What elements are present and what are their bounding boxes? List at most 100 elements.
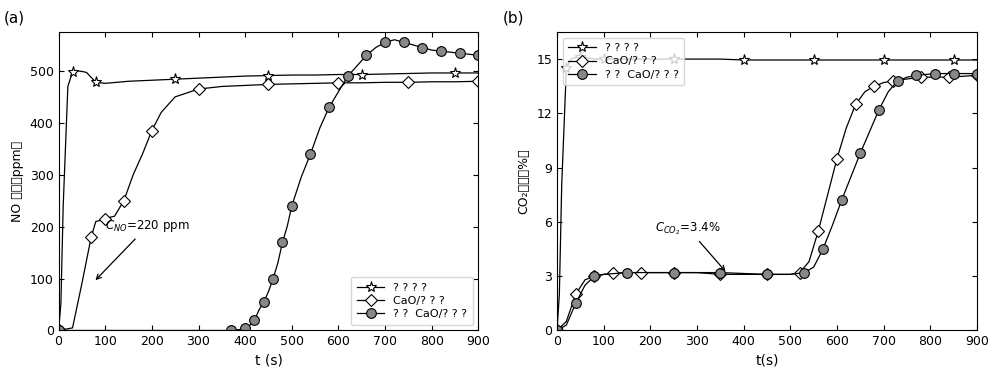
CaO/? ? ? (309, 81, 321, 86)
Line: CaO/? ? ?: CaO/? ? ? (54, 77, 483, 335)
? ? ? ? (808, 58, 820, 62)
? ?  CaO/? ? ? (784, 272, 796, 277)
? ? ? ? (854, 58, 866, 62)
CaO/? ? ? (146, 128, 158, 133)
? ?  CaO/? ? ? (598, 272, 610, 277)
? ?  CaO/? ? ? (714, 270, 726, 275)
? ? ? ? (379, 72, 391, 76)
CaO/? ? ? (794, 270, 806, 275)
CaO/? ? ? (901, 77, 913, 81)
? ? ? ? (598, 57, 610, 61)
? ?  CaO/? ? ? (454, 51, 466, 55)
CaO/? ? ? (332, 81, 344, 85)
CaO/? ? ? (738, 272, 750, 277)
CaO/? ? ? (193, 87, 205, 91)
? ?  CaO/? ? ? (892, 78, 904, 83)
? ? ? ? (99, 81, 111, 86)
? ? ? ? (216, 75, 228, 79)
CaO/? ? ? (570, 292, 582, 296)
? ?  CaO/? ? ? (416, 45, 428, 50)
? ?  CaO/? ? ? (817, 247, 829, 251)
? ?  CaO/? ? ? (239, 326, 251, 330)
CaO/? ? ? (878, 80, 890, 85)
? ?  CaO/? ? ? (644, 270, 656, 275)
? ?  CaO/? ? ? (621, 270, 633, 275)
CaO/? ? ? (929, 75, 941, 80)
? ? ? ? (62, 84, 74, 89)
? ?  CaO/? ? ? (253, 307, 265, 312)
? ? ? ? (784, 58, 796, 62)
CaO/? ? ? (85, 235, 97, 239)
Line: ? ?  CaO/? ? ?: ? ? CaO/? ? ? (552, 69, 982, 335)
CaO/? ? ? (714, 272, 726, 277)
? ? ? ? (239, 74, 251, 78)
? ?  CaO/? ? ? (579, 283, 591, 288)
CaO/? ? ? (90, 219, 102, 224)
? ?  CaO/? ? ? (808, 265, 820, 269)
? ? ? ? (691, 57, 703, 61)
Text: $C_{NO}$=220 ppm: $C_{NO}$=220 ppm (96, 218, 190, 279)
CaO/? ? ? (831, 156, 843, 161)
CaO/? ? ? (691, 270, 703, 275)
? ?  CaO/? ? ? (234, 327, 246, 332)
Line: ? ? ? ?: ? ? ? ? (53, 65, 484, 336)
? ? ? ? (579, 55, 591, 60)
? ? ? ? (76, 69, 88, 74)
CaO/? ? ? (784, 272, 796, 277)
? ?  CaO/? ? ? (379, 40, 391, 45)
X-axis label: t (s): t (s) (255, 354, 282, 368)
? ? ? ? (714, 57, 726, 61)
CaO/? ? ? (426, 80, 438, 84)
CaO/? ? ? (449, 80, 461, 84)
CaO/? ? ? (109, 214, 121, 219)
? ? ? ? (55, 302, 67, 307)
CaO/? ? ? (812, 229, 824, 233)
? ? ? ? (551, 328, 563, 333)
? ? ? ? (644, 57, 656, 61)
CaO/? ? ? (356, 81, 368, 85)
? ? ? ? (621, 57, 633, 61)
CaO/? ? ? (127, 172, 139, 177)
? ?  CaO/? ? ? (276, 240, 288, 244)
? ? ? ? (901, 58, 913, 62)
? ? ? ? (556, 183, 568, 188)
? ? ? ? (574, 55, 586, 60)
CaO/? ? ? (99, 216, 111, 221)
? ?  CaO/? ? ? (560, 323, 572, 327)
? ? ? ? (53, 328, 65, 333)
CaO/? ? ? (761, 272, 773, 277)
? ?  CaO/? ? ? (971, 71, 983, 76)
? ?  CaO/? ? ? (323, 105, 335, 110)
? ?  CaO/? ? ? (388, 38, 400, 42)
? ? ? ? (90, 80, 102, 85)
CaO/? ? ? (95, 218, 107, 223)
CaO/? ? ? (76, 282, 88, 286)
? ?  CaO/? ? ? (53, 328, 65, 333)
? ? ? ? (878, 58, 890, 62)
? ?  CaO/? ? ? (570, 301, 582, 305)
CaO/? ? ? (155, 110, 167, 115)
? ? ? ? (81, 70, 93, 75)
CaO/? ? ? (887, 78, 899, 83)
? ? ? ? (570, 55, 582, 60)
Y-axis label: NO 浓度（ppm）: NO 浓度（ppm） (11, 141, 24, 222)
? ?  CaO/? ? ? (435, 49, 447, 53)
? ? ? ? (565, 57, 577, 61)
? ?  CaO/? ? ? (295, 175, 307, 180)
CaO/? ? ? (598, 272, 610, 277)
? ? ? ? (560, 66, 572, 70)
Text: $C_{CO_2}$=3.4%: $C_{CO_2}$=3.4% (655, 220, 725, 270)
Line: ? ? ? ?: ? ? ? ? (551, 52, 983, 336)
? ?  CaO/? ? ? (225, 328, 237, 333)
? ?  CaO/? ? ? (426, 48, 438, 52)
? ?  CaO/? ? ? (691, 270, 703, 275)
? ? ? ? (262, 73, 274, 78)
? ?  CaO/? ? ? (360, 53, 372, 58)
? ?  CaO/? ? ? (761, 272, 773, 277)
CaO/? ? ? (957, 74, 969, 78)
CaO/? ? ? (262, 82, 274, 87)
? ?  CaO/? ? ? (472, 53, 484, 58)
? ? ? ? (738, 58, 750, 62)
? ?  CaO/? ? ? (314, 126, 326, 130)
Legend: ? ? ? ?, CaO/? ? ?, ? ?  CaO/? ? ?: ? ? ? ?, CaO/? ? ?, ? ? CaO/? ? ? (351, 277, 473, 325)
